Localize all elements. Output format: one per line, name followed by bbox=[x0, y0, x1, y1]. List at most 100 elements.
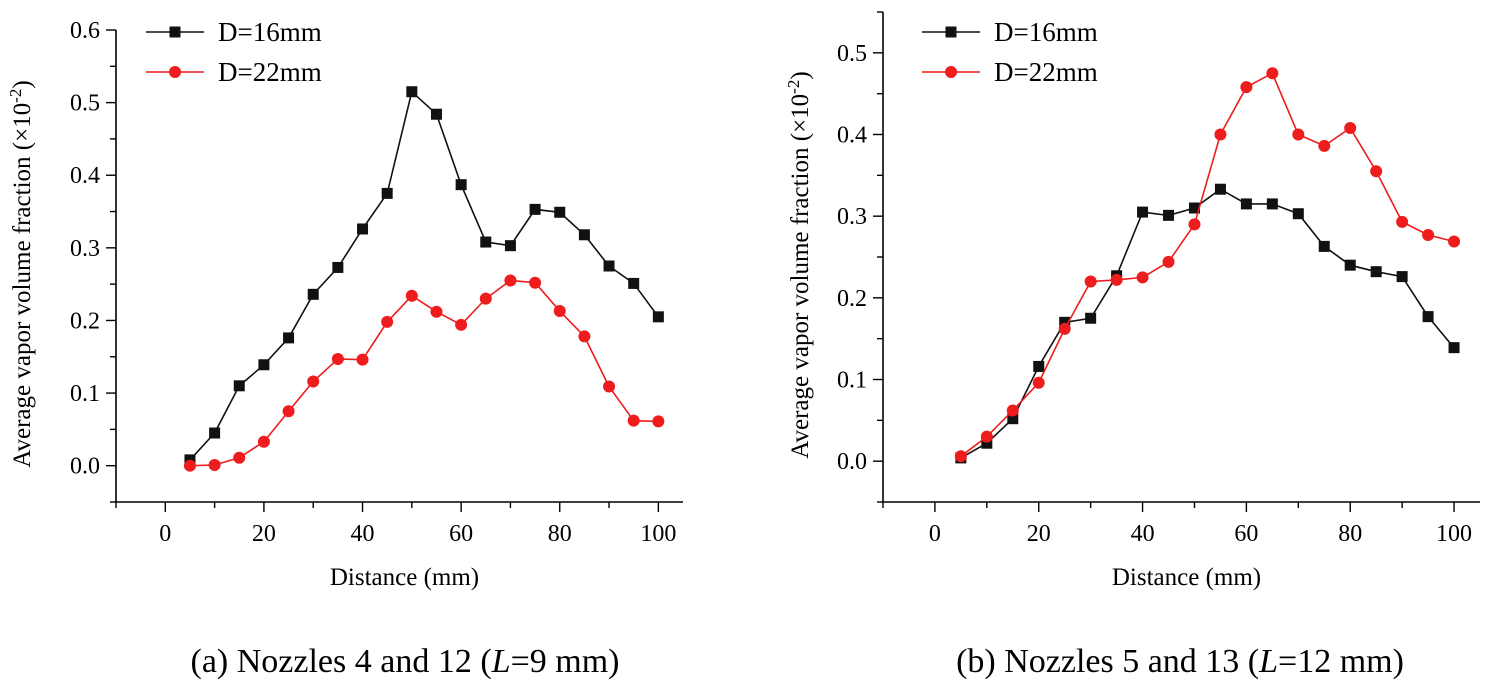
data-point-circle bbox=[183, 459, 196, 472]
data-point-square bbox=[1137, 206, 1149, 218]
data-point-square bbox=[258, 359, 270, 371]
data-point-square bbox=[504, 240, 516, 252]
data-point-square bbox=[603, 260, 615, 272]
x-tick-label: 40 bbox=[351, 521, 375, 547]
data-point-circle bbox=[1318, 139, 1331, 152]
x-tick-label: 80 bbox=[548, 521, 572, 547]
y-tick-label: 0.4 bbox=[837, 123, 867, 149]
panel-caption: (b) Nozzles 5 and 13 (L=12 mm) bbox=[956, 643, 1404, 680]
x-tick-label: 0 bbox=[929, 521, 941, 547]
data-point-square bbox=[1422, 311, 1434, 323]
data-point-square bbox=[1344, 259, 1356, 271]
data-point-circle bbox=[603, 380, 616, 393]
data-point-square bbox=[1059, 316, 1071, 328]
data-point-circle bbox=[1370, 165, 1383, 178]
y-tick-label: 0.5 bbox=[70, 91, 100, 117]
data-point-circle bbox=[257, 435, 270, 448]
y-tick-label: 0.0 bbox=[70, 454, 100, 480]
y-tick-label: 0.0 bbox=[837, 449, 867, 475]
data-point-circle bbox=[208, 458, 221, 471]
x-tick-label: 80 bbox=[1338, 521, 1362, 547]
x-tick-label: 100 bbox=[640, 521, 676, 547]
data-point-square bbox=[209, 427, 221, 439]
data-point-square bbox=[1188, 202, 1200, 214]
x-tick-label: 20 bbox=[252, 521, 276, 547]
data-point-square bbox=[480, 236, 492, 248]
chart-panel-a: 0 20 40 60 80 100 0.0 0.1 0.2 0.3 0.4 0.5 0.6 Distanc… bbox=[6, 17, 683, 680]
y-tick-label: 0.2 bbox=[70, 308, 100, 334]
y-tick-label: 0.3 bbox=[837, 204, 867, 230]
data-point-square bbox=[554, 206, 566, 218]
data-point-circle bbox=[652, 415, 665, 428]
data-point-square bbox=[283, 332, 295, 344]
data-point-circle bbox=[1266, 67, 1279, 80]
data-point-circle bbox=[980, 430, 993, 443]
data-point-square bbox=[430, 108, 442, 120]
data-point-square bbox=[1085, 312, 1097, 324]
data-point-square bbox=[307, 288, 319, 300]
chart-panel-b: 0 20 40 60 80 100 0.0 0.1 0.2 0.3 0.4 0.5 Distance (… bbox=[784, 11, 1480, 680]
data-point-square bbox=[628, 277, 640, 289]
y-tick-label: 0.1 bbox=[837, 368, 867, 394]
legend-marker-square bbox=[945, 26, 957, 38]
legend-entry: D=22mm bbox=[146, 57, 322, 87]
x-tick-label: 100 bbox=[1436, 521, 1472, 547]
legend-entry: D=16mm bbox=[146, 17, 322, 47]
y-tick-label: 0.1 bbox=[70, 381, 100, 407]
data-point-circle bbox=[1292, 128, 1305, 141]
data-point-square bbox=[1214, 183, 1226, 195]
x-axis-label: Distance (mm) bbox=[1112, 564, 1261, 591]
data-point-circle bbox=[529, 276, 542, 289]
data-point-square bbox=[357, 223, 369, 235]
data-point-square bbox=[1163, 209, 1175, 221]
data-point-circle bbox=[282, 405, 295, 418]
x-tick-label: 0 bbox=[159, 521, 171, 547]
data-point-circle bbox=[1422, 228, 1435, 241]
data-point-circle bbox=[578, 330, 591, 343]
data-point-circle bbox=[430, 305, 443, 318]
data-point-circle bbox=[307, 375, 320, 388]
data-point-circle bbox=[1214, 128, 1227, 141]
data-point-circle bbox=[331, 352, 344, 365]
data-point-circle bbox=[356, 353, 369, 366]
series-line bbox=[960, 72, 1455, 457]
data-point-square bbox=[1370, 266, 1382, 278]
data-point-circle bbox=[1006, 404, 1019, 417]
data-point-circle bbox=[1448, 235, 1461, 248]
x-tick-label: 60 bbox=[1234, 521, 1258, 547]
data-point-square bbox=[1448, 342, 1460, 354]
data-point-square bbox=[1033, 360, 1045, 372]
y-tick-label: 0.3 bbox=[70, 236, 100, 262]
data-point-square bbox=[1292, 208, 1304, 220]
data-point-square bbox=[332, 261, 344, 273]
legend-label: D=16mm bbox=[218, 17, 322, 47]
data-point-square bbox=[406, 86, 418, 98]
data-point-circle bbox=[954, 450, 967, 463]
data-point-square bbox=[652, 311, 664, 323]
y-axis-label: Average vapor volume fraction (×10-2) bbox=[784, 71, 815, 458]
data-point-circle bbox=[1162, 255, 1175, 268]
data-point-circle bbox=[405, 289, 418, 302]
series-d-16mm bbox=[184, 86, 664, 466]
legend-label: D=22mm bbox=[218, 57, 322, 87]
legend-entry: D=22mm bbox=[922, 57, 1098, 87]
data-point-circle bbox=[1188, 218, 1201, 231]
data-point-square bbox=[1240, 198, 1252, 210]
data-point-square bbox=[381, 187, 393, 199]
series-line bbox=[189, 90, 659, 461]
legend-entry: D=16mm bbox=[922, 17, 1098, 47]
data-point-circle bbox=[1240, 81, 1253, 94]
data-point-square bbox=[1266, 198, 1278, 210]
data-point-square bbox=[233, 380, 245, 392]
legend-marker-circle bbox=[945, 66, 957, 78]
y-tick-label: 0.6 bbox=[70, 18, 100, 44]
legend-label: D=22mm bbox=[994, 57, 1098, 87]
data-point-circle bbox=[1084, 275, 1097, 288]
y-tick-label: 0.4 bbox=[70, 163, 100, 189]
y-tick-label: 0.5 bbox=[837, 41, 867, 67]
legend-label: D=16mm bbox=[994, 17, 1098, 47]
panel-caption: (a) Nozzles 4 and 12 (L=9 mm) bbox=[191, 643, 620, 680]
x-tick-label: 20 bbox=[1027, 521, 1051, 547]
series-d-22mm bbox=[183, 274, 665, 472]
